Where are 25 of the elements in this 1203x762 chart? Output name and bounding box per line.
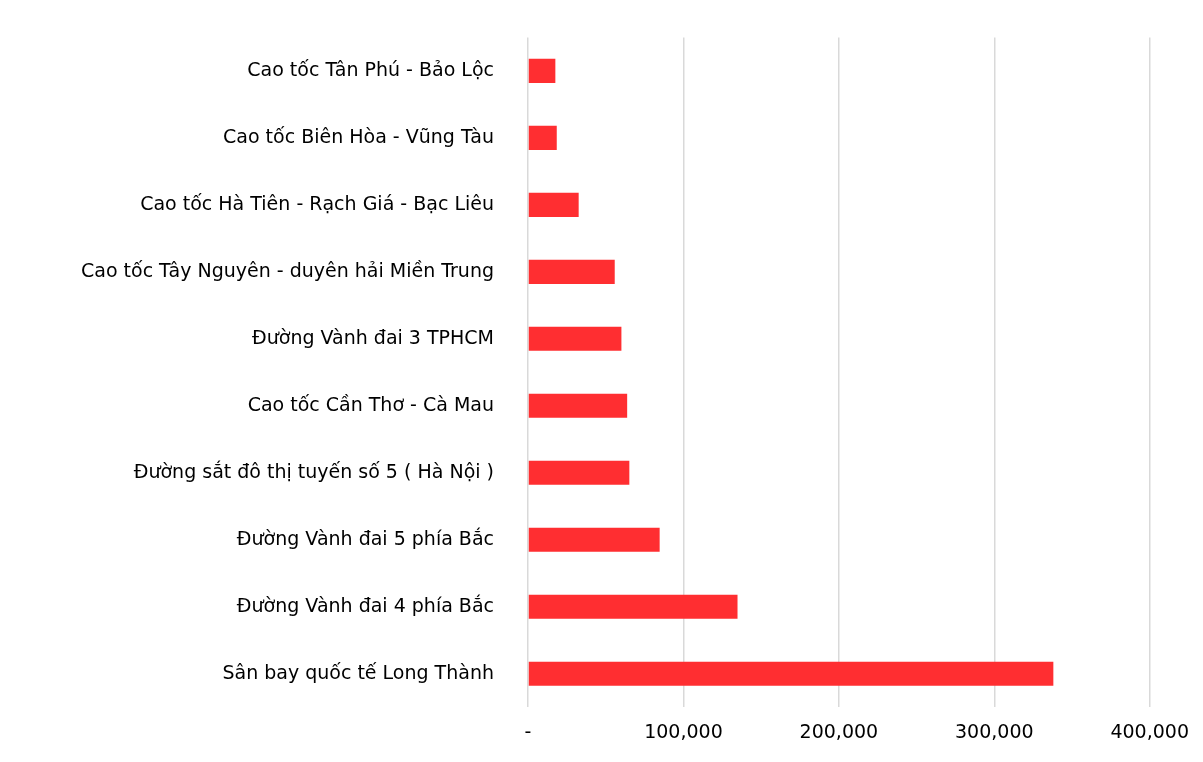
bar [528,259,615,284]
x-tick-label: - [524,719,532,742]
y-tick-label: Đường Vành đai 4 phía Bắc [236,593,494,616]
bar [528,594,738,619]
bar [528,661,1054,686]
bar [528,58,556,83]
y-tick-label: Cao tốc Tây Nguyên - duyên hải Miền Trung [80,258,494,281]
x-tick-label: 300,000 [955,719,1034,742]
bar [528,125,557,150]
y-tick-label: Đường Vành đai 3 TPHCM [252,325,494,348]
x-tick-label: 100,000 [644,719,723,742]
y-tick-label: Cao tốc Biên Hòa - Vũng Tàu [223,124,494,147]
x-tick-label: 400,000 [1110,719,1189,742]
y-tick-label: Sân bay quốc tế Long Thành [222,660,494,683]
bar [528,192,579,217]
bar [528,326,622,351]
y-tick-label: Cao tốc Cần Thơ - Cà Mau [247,392,494,415]
bar [528,460,630,485]
y-tick-label: Cao tốc Hà Tiên - Rạch Giá - Bạc Liêu [140,191,494,214]
bar [528,393,628,418]
y-tick-label: Cao tốc Tân Phú - Bảo Lộc [247,57,494,80]
y-tick-label: Đường sắt đô thị tuyến số 5 ( Hà Nội ) [133,459,494,482]
y-tick-label: Đường Vành đai 5 phía Bắc [236,526,494,549]
bar [528,527,660,552]
x-tick-label: 200,000 [799,719,879,742]
